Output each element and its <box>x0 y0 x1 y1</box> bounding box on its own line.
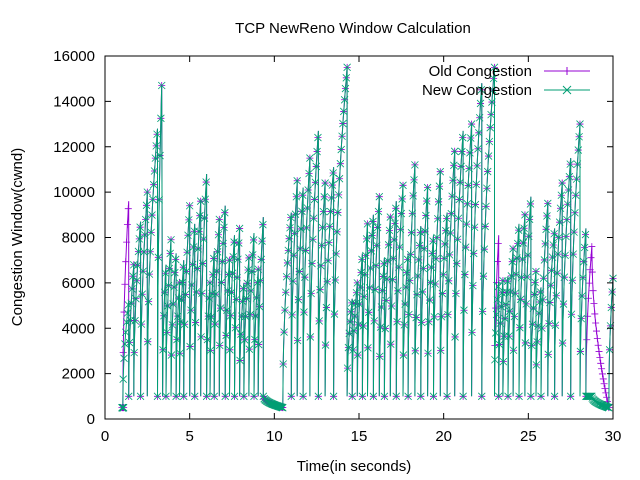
y-tick-label: 16000 <box>53 48 95 65</box>
legend-label-old: Old Congestion <box>429 63 532 80</box>
legend-marker-new <box>562 85 572 95</box>
y-axis-label: Congestion Window(cwnd) <box>9 148 26 326</box>
legend: Old Congestion New Congestion <box>422 63 590 99</box>
x-tick-label: 10 <box>266 428 283 445</box>
x-tick-label: 30 <box>605 428 622 445</box>
y-tick-label: 8000 <box>62 230 95 247</box>
chart-title: TCP NewReno Window Calculation <box>235 20 471 37</box>
plot-area <box>118 63 617 412</box>
x-tick-label: 15 <box>351 428 368 445</box>
legend-marker-old <box>563 67 571 75</box>
series-line <box>121 67 614 409</box>
x-tick-label: 20 <box>435 428 452 445</box>
y-tick-label: 4000 <box>62 320 95 337</box>
axis-ticks: 0 5 10 15 20 25 30 0 2000 4000 6000 8000 10000 12000 1… <box>53 48 621 445</box>
y-tick-label: 6000 <box>62 275 95 292</box>
y-tick-label: 14000 <box>53 93 95 110</box>
y-tick-label: 0 <box>87 411 95 428</box>
legend-label-new: New Congestion <box>422 82 532 99</box>
y-tick-label: 10000 <box>53 184 95 201</box>
y-tick-label: 2000 <box>62 366 95 383</box>
x-tick-label: 0 <box>101 428 109 445</box>
y-tick-label: 12000 <box>53 139 95 156</box>
series-new-congestion <box>118 63 617 412</box>
x-tick-label: 25 <box>520 428 537 445</box>
series-markers <box>118 63 617 412</box>
x-axis-label: Time(in seconds) <box>297 458 411 475</box>
x-tick-label: 5 <box>185 428 193 445</box>
